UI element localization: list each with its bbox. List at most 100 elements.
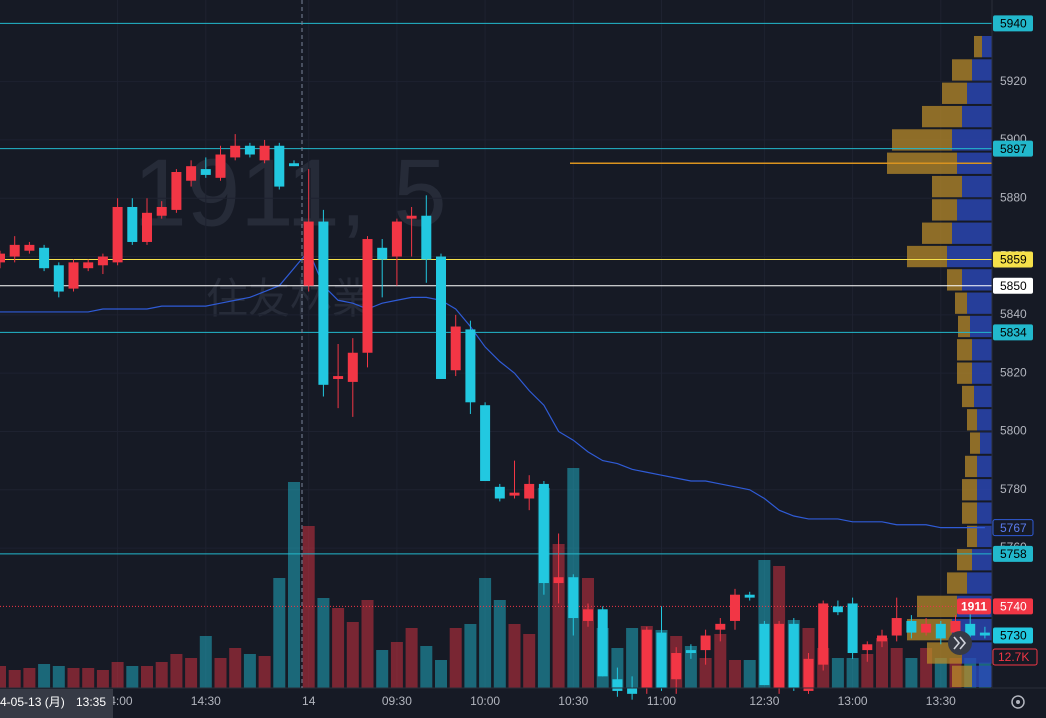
volume-bar [464,624,477,688]
profile-down [942,82,967,104]
profile-up [967,82,992,104]
volume-bar [170,654,183,688]
candle-body [656,632,667,688]
candle-body [244,145,255,155]
candle-body [685,650,696,654]
candle-body [24,244,35,251]
profile-down [952,59,972,81]
candle-body [509,492,520,496]
y-tick-label: 5840 [1000,307,1027,321]
volume-badge-bg [992,648,1038,666]
profile-down [947,269,962,291]
volume-bar [214,658,227,688]
volume-bar [479,578,492,688]
candle-body [891,618,902,636]
candle-body [774,623,785,688]
profile-down [962,502,977,524]
volume-bar [699,658,712,688]
candle-body [289,163,299,167]
profile-up [977,525,992,548]
volume-bar [626,628,639,688]
candle-body [303,221,314,286]
volume-bar [317,598,330,688]
candle-body [921,623,932,633]
settings-button[interactable] [1011,695,1025,709]
volume-bar [846,658,859,688]
x-tick-label: 14 [302,694,316,708]
profile-down [947,572,967,594]
candle-body [494,486,505,499]
candle-body [97,256,108,266]
volume-bar [155,662,168,688]
profile-up [977,502,992,524]
candle-body [333,376,344,379]
volume-bar [449,628,462,688]
crosshair-date: 4-05-13 (月) [0,695,65,709]
x-tick-label: 11:00 [647,694,676,708]
profile-down [932,199,957,221]
x-tick-label: 10:00 [470,694,500,708]
volume-bar [376,650,389,688]
settings-icon[interactable] [1011,695,1025,709]
candle-body [127,206,138,242]
profile-down [955,292,967,314]
candle-body [230,145,241,158]
candle-body [788,623,799,688]
profile-down [967,409,977,431]
y-tick-label: 5920 [1000,74,1027,88]
volume-bar [861,654,874,688]
candle-body [480,405,491,482]
settings-icon-dot[interactable] [1016,700,1020,704]
candle-body [436,256,446,379]
close-badge: 5730 [1000,629,1027,643]
x-tick-label: 13:00 [838,694,868,708]
volume-badge: 12.7K [998,650,1029,664]
volume-bar [582,578,594,688]
candle-body [832,606,843,613]
candle-body [803,658,814,691]
level-badge: 5940 [1000,16,1027,30]
candle-body [171,172,182,210]
volume-bar [361,600,374,688]
y-tick-label: 5800 [1000,424,1027,438]
level-badge: 5740 [1000,600,1027,614]
level-badge-bg [993,277,1033,294]
profile-down [922,222,952,244]
profile-down [907,245,947,268]
symbol-badge: 1911 [961,600,987,614]
volume-bar [288,482,300,688]
candle-body [862,644,873,651]
volume-bar [905,658,918,688]
profile-up [982,35,992,58]
volume-bar [831,658,844,688]
profile-down [962,385,974,408]
profile-up [962,175,992,198]
scroll-icon[interactable] [953,636,967,650]
candle-body [641,629,652,688]
candle-body [568,577,579,619]
volume-bar [346,622,359,688]
volume-bar [185,658,198,688]
candle-body [538,483,549,584]
profile-up [962,269,992,291]
profile-up [972,549,992,571]
volume-bar [38,664,51,688]
candle-body [950,620,961,633]
x-tick-label: 10:30 [558,694,588,708]
volume-bar [729,660,741,688]
candle-body [362,239,373,353]
profile-up [947,245,992,268]
level-badge-bg [993,140,1033,157]
y-tick-label: 5780 [1000,482,1027,496]
x-tick-label: 13:30 [926,694,956,708]
profile-up [952,222,992,244]
vwap-badge: 5767 [1000,521,1027,535]
x-tick-label: 14:30 [191,694,221,708]
profile-up [962,105,992,128]
profile-up [974,385,992,408]
volume-bar [229,648,242,688]
scroll-button[interactable] [948,631,972,655]
candle-body [83,262,94,269]
level-badge: 5850 [1000,279,1027,293]
